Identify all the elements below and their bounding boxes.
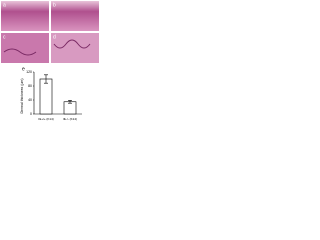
tissue-texture [3, 39, 91, 56]
panel-label: d [53, 34, 56, 40]
error-bar [44, 74, 48, 84]
panel-label: c [3, 34, 6, 40]
error-bar [68, 100, 72, 104]
y-tick-label: 0 [30, 112, 32, 116]
x-tick-label: Ilk+/+ (K14) [38, 117, 54, 121]
y-tick-label: 80 [28, 84, 32, 88]
histology-panels: a b c d [1, 1, 99, 63]
y-tick-label: 120 [26, 70, 32, 74]
page: {"panel_labels": ["a", "b", "c", "d"], "… [0, 0, 100, 128]
panel-label: b [53, 2, 56, 8]
x-tick-label: Ilk-/- (K14) [63, 117, 77, 121]
panel-image [1, 1, 49, 31]
panel-image [51, 1, 99, 31]
panel-label: a [3, 2, 6, 8]
panel-label: e [22, 66, 25, 72]
figure: a b c d e Dermal thickness (µm) 0 40 80 120… [1, 1, 99, 121]
y-axis-title: Dermal thickness (µm) [20, 78, 24, 113]
panel-image [1, 33, 49, 63]
bar [39, 78, 53, 115]
bar [63, 101, 77, 115]
y-tick-label: 40 [28, 98, 32, 102]
